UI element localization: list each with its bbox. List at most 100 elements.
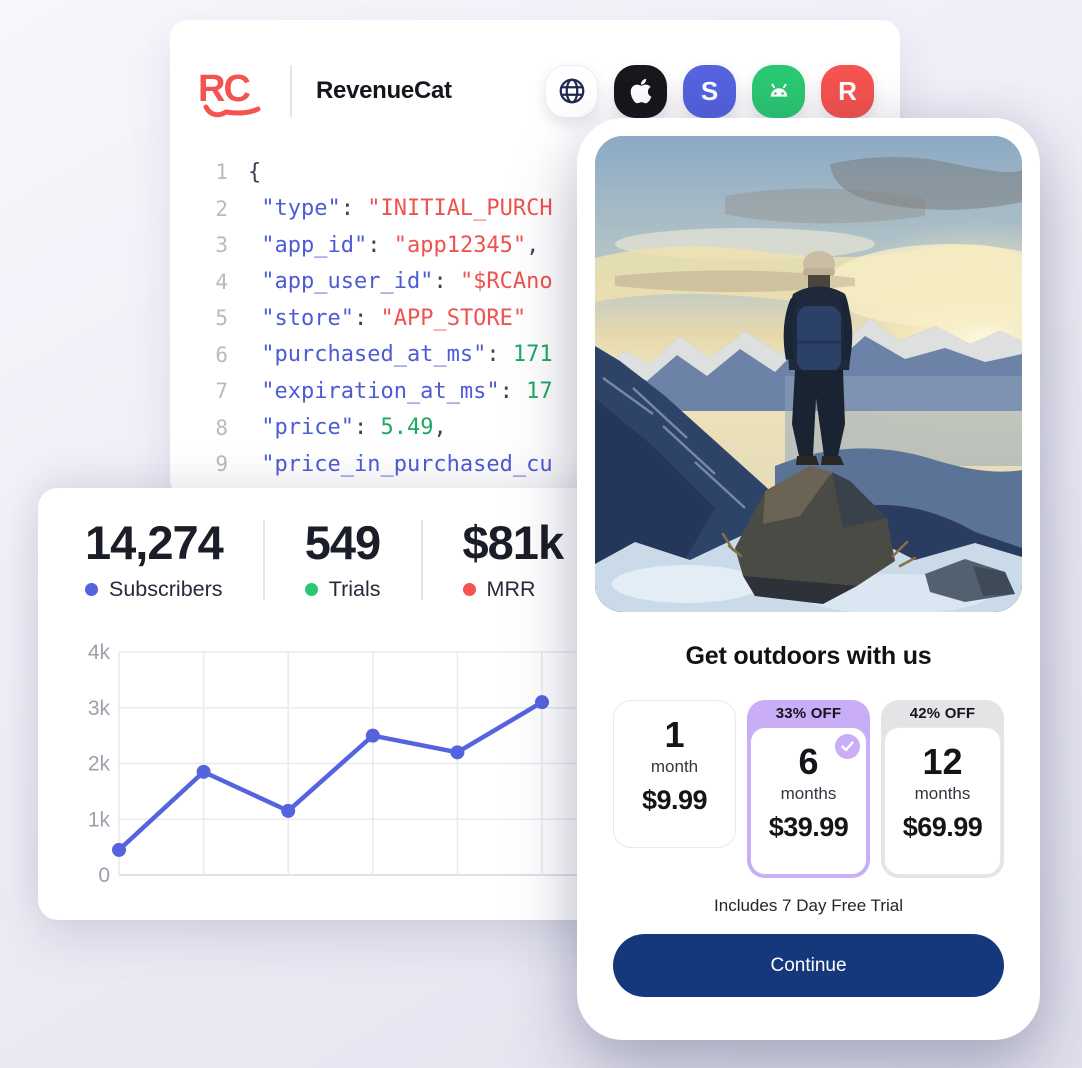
apple-platform-icon[interactable]: [614, 64, 667, 118]
code-line: 9 "price_in_purchased_cu: [200, 446, 900, 483]
metric-value: $81k: [462, 516, 565, 569]
code-token: "store": [248, 305, 354, 331]
code-token: :: [433, 269, 460, 295]
line-number: 2: [215, 196, 228, 221]
android-platform-icon[interactable]: [752, 64, 805, 118]
metric-label: MRR: [462, 577, 564, 602]
code-token: "$RCAno: [459, 269, 553, 295]
plan-duration-unit: months: [780, 784, 837, 803]
metric-label-text: MRR: [486, 577, 536, 601]
line-number: 9: [215, 452, 228, 477]
metric-label-text: Subscribers: [109, 577, 223, 601]
stripe-platform-icon[interactable]: S: [683, 64, 736, 118]
app-header: RC RevenueCat S: [196, 58, 874, 124]
platform-selector: S R: [545, 64, 874, 118]
logo-tail: [203, 104, 261, 118]
metric-color-dot: [462, 583, 476, 596]
selected-check-icon: [835, 734, 860, 759]
code-line: 7 "expiration_at_ms": 17: [200, 373, 900, 410]
y-axis-tick: 4k: [88, 641, 111, 664]
metric-label: Subscribers: [85, 577, 223, 602]
hiker-silhouette: [783, 251, 853, 465]
code-line: 3 "app_id": "app12345",: [200, 227, 900, 264]
code-line: 4 "app_user_id": "$RCAno: [200, 264, 900, 301]
web-platform-icon[interactable]: [545, 64, 598, 118]
paywall-title: Get outdoors with us: [685, 642, 932, 670]
discount-badge: 42% OFF: [909, 705, 976, 722]
metric-value: 14,274: [85, 516, 224, 569]
brand-name: RevenueCat: [316, 77, 452, 104]
webhook-json-code: 1{2 "type": "INITIAL_PURCH 3 "app_id": "a…: [200, 154, 900, 498]
trial-note: Includes 7 Day Free Trial: [714, 896, 903, 915]
line-number: 5: [215, 306, 228, 331]
globe-icon: [559, 78, 584, 104]
line-number: 1: [215, 160, 228, 185]
plan-duration-value: 6: [798, 741, 819, 782]
code-line: 6 "purchased_at_ms": 171: [200, 337, 900, 374]
revenuecat-r-icon: R: [838, 75, 857, 106]
metric-color-dot: [304, 583, 318, 596]
code-line: 1{: [200, 154, 900, 191]
continue-button[interactable]: Continue: [613, 934, 1004, 997]
metric-divider: [262, 520, 265, 600]
discount-badge: 33% OFF: [775, 705, 842, 722]
header-divider: [290, 65, 292, 117]
code-token: "price_in_purchased_cu: [248, 451, 553, 477]
code-token: "INITIAL_PURCH: [367, 196, 553, 222]
code-line: 5 "store": "APP_STORE": [200, 300, 900, 337]
revenuecat-platform-icon[interactable]: R: [821, 64, 874, 118]
chart-line-subscribers: [116, 699, 545, 853]
metric-mrr: $81k MRR: [462, 516, 565, 602]
plan-option-12-months[interactable]: 42% OFF 12 months $69.99: [881, 700, 1004, 878]
chart-data-point: [281, 803, 296, 818]
code-token: :: [340, 196, 368, 222]
plan-duration-value: 12: [922, 741, 963, 782]
code-token: ,: [526, 232, 540, 258]
chart-data-point: [535, 695, 549, 710]
metrics-row: 14,274 Subscribers 549 Trials $81k MRR: [85, 516, 565, 602]
plan-card-body: 12 months $69.99: [884, 727, 1001, 875]
line-number: 6: [215, 342, 228, 367]
code-token: :: [499, 378, 527, 404]
chart-data-point: [196, 764, 211, 779]
code-token: 171: [512, 342, 553, 368]
code-token: "app_id": [248, 232, 368, 258]
plan-price: $39.99: [768, 812, 849, 842]
code-token: :: [486, 342, 513, 368]
code-token: :: [353, 415, 381, 441]
revenuecat-logo-icon: RC: [196, 61, 272, 121]
metric-label-text: Trials: [328, 577, 381, 601]
code-token: "APP_STORE": [380, 305, 527, 331]
code-token: ,: [433, 415, 447, 441]
line-number: 7: [215, 379, 228, 404]
plan-options: 1 month $9.99 33% OFF 6 months $39.99 42% OFF 12…: [613, 700, 1004, 878]
code-line: 2 "type": "INITIAL_PURCH: [200, 191, 900, 228]
code-token: 5.49: [380, 415, 434, 441]
code-token: "price": [248, 415, 354, 441]
code-token: :: [367, 232, 394, 258]
plan-duration-value: 1: [664, 714, 685, 755]
plan-option-6-months[interactable]: 33% OFF 6 months $39.99: [747, 700, 870, 878]
line-number: 3: [215, 233, 228, 258]
apple-icon: [630, 78, 651, 104]
code-token: {: [248, 159, 262, 185]
chart-data-point: [365, 728, 380, 743]
line-number: 4: [215, 269, 228, 294]
plan-card-body: 6 months $39.99: [750, 727, 867, 875]
y-axis-tick: 1k: [88, 808, 111, 831]
chart-data-point: [112, 842, 126, 857]
chart-data-point: [450, 745, 465, 760]
code-token: "type": [248, 196, 341, 222]
metric-color-dot: [85, 583, 98, 596]
y-axis-tick: 0: [98, 864, 110, 887]
plan-option-1-month[interactable]: 1 month $9.99: [613, 700, 736, 878]
y-axis-tick: 2k: [88, 753, 111, 776]
plan-price: $9.99: [641, 785, 708, 815]
metric-trials: 549 Trials: [304, 516, 381, 602]
line-number: 8: [215, 415, 228, 440]
code-token: "app_user_id": [248, 269, 434, 295]
code-line: 8 "price": 5.49,: [200, 410, 900, 447]
plan-price: $69.99: [902, 812, 983, 842]
logo-text: RC: [198, 68, 250, 110]
code-token: :: [353, 305, 381, 331]
